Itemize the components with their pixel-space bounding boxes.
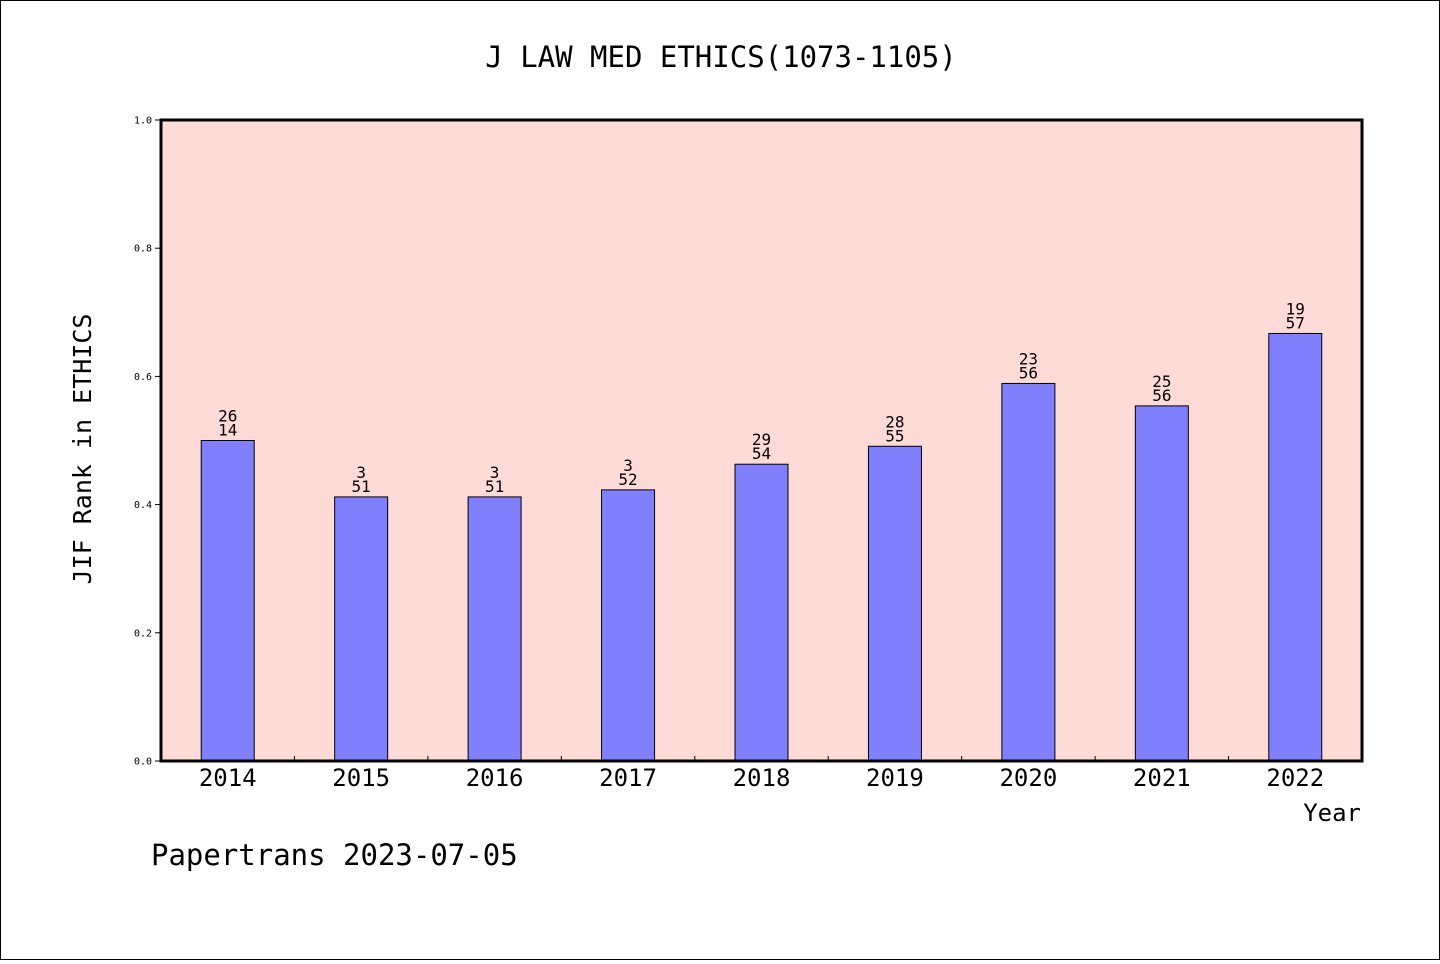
bar-2018 [734, 463, 789, 762]
data-label-bottom-2017: 52 [618, 470, 637, 489]
bar-2022 [1268, 332, 1323, 762]
x-tick-label-2019: 2019 [866, 764, 924, 792]
data-label-top-2014: 26 [218, 407, 237, 426]
data-label-bottom-2014: 14 [218, 421, 237, 440]
x-tick-label-2016: 2016 [466, 764, 524, 792]
data-label-top-2015: 3 [356, 463, 366, 482]
data-label-bottom-2015: 51 [352, 477, 371, 496]
bar-2015 [334, 496, 389, 762]
y-tick-label: 0.8 [134, 244, 152, 255]
data-label-top-2022: 19 [1286, 299, 1305, 318]
data-label-bottom-2020: 56 [1019, 363, 1038, 382]
x-tick-label-2022: 2022 [1266, 764, 1324, 792]
x-axis-ticks: 2014 2015 2016 2017 2018 2019 2020 2021 2022 [199, 756, 1324, 792]
x-axis-label: Year [1303, 799, 1361, 827]
data-label-top-2016: 3 [490, 463, 500, 482]
y-tick-label: 1.0 [134, 116, 152, 127]
bars-layer [200, 332, 1323, 762]
bar-2016 [467, 496, 522, 762]
data-label-bottom-2016: 51 [485, 477, 504, 496]
data-label-top-2018: 29 [752, 430, 771, 449]
y-tick-label: 0.2 [134, 628, 152, 639]
y-tick-label: 0.6 [134, 372, 152, 383]
y-tick-label: 0.4 [134, 500, 152, 511]
data-label-bottom-2019: 55 [885, 426, 904, 445]
bar-2021 [1134, 405, 1189, 762]
data-label-bottom-2022: 57 [1286, 313, 1305, 332]
bar-2017 [601, 489, 656, 762]
y-axis-label: JIF Rank in ETHICS [68, 314, 97, 585]
data-label-bottom-2021: 56 [1152, 386, 1171, 405]
x-tick-label-2018: 2018 [733, 764, 791, 792]
plot-border [159, 118, 1364, 763]
x-tick-label-2015: 2015 [332, 764, 390, 792]
x-tick-label-2014: 2014 [199, 764, 257, 792]
x-tick-label-2017: 2017 [599, 764, 657, 792]
data-label-top-2021: 25 [1152, 372, 1171, 391]
x-tick-label-2021: 2021 [1133, 764, 1191, 792]
footer-credit: Papertrans 2023-07-05 [151, 838, 518, 872]
bar-2014 [200, 440, 255, 762]
data-label-top-2019: 28 [885, 412, 904, 431]
y-tick-label: 0.0 [134, 757, 152, 768]
x-tick-label-2020: 2020 [999, 764, 1057, 792]
bar-2019 [867, 445, 922, 762]
y-axis-ticks: 0.0 0.2 0.4 0.6 0.8 1.0 [134, 116, 161, 768]
data-label-top-2017: 3 [623, 456, 633, 475]
chart-title: J LAW MED ETHICS(1073-1105) [485, 40, 956, 74]
data-label-top-2020: 23 [1019, 349, 1038, 368]
bar-2020 [1001, 382, 1056, 762]
data-label-bottom-2018: 54 [752, 444, 771, 463]
